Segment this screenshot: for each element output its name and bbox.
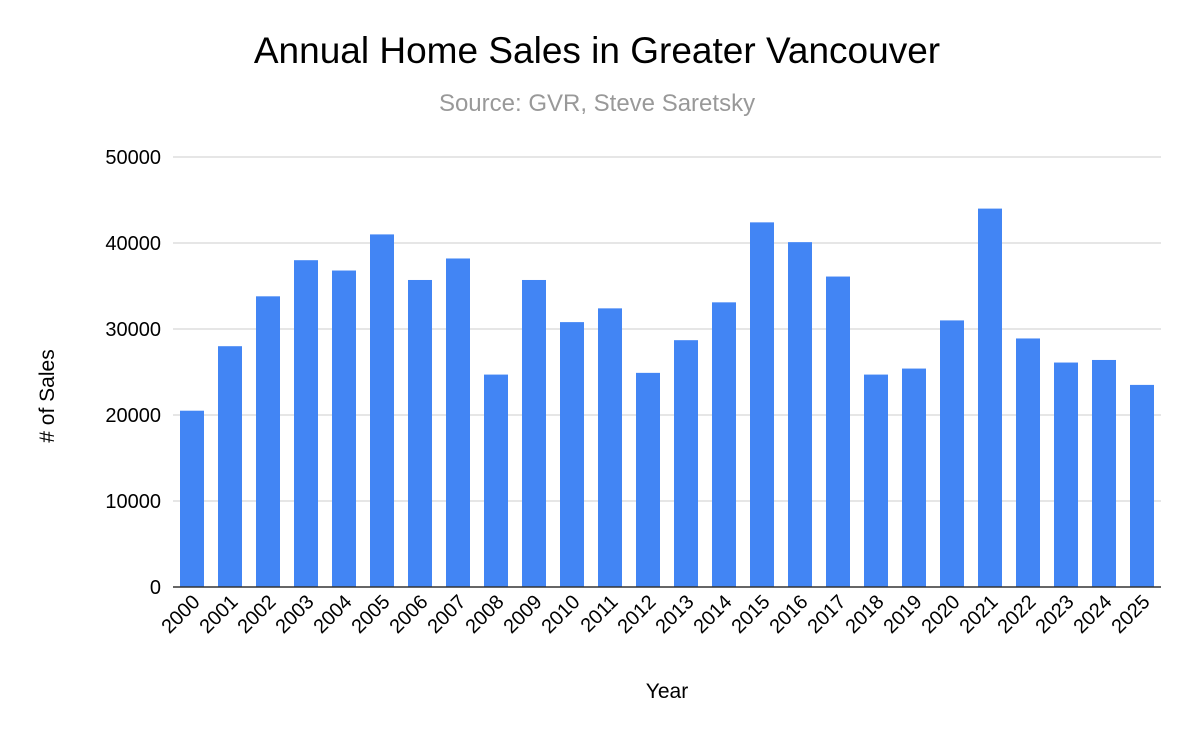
x-tick-label: 2003 <box>272 591 319 638</box>
x-tick-label: 2008 <box>462 591 509 638</box>
bar-2004 <box>332 270 356 587</box>
x-tick-label: 2022 <box>994 591 1041 638</box>
bar-2010 <box>560 322 584 587</box>
y-tick-label: 0 <box>150 577 161 599</box>
bar-2012 <box>636 372 660 587</box>
x-tick-label: 2006 <box>386 591 433 638</box>
x-axis-ticks: 2000200120022003200420052006200720082009… <box>158 591 1155 638</box>
y-tick-label: 20000 <box>105 405 161 427</box>
bar-2024 <box>1092 359 1116 587</box>
x-tick-label: 2020 <box>918 591 965 638</box>
bar-2022 <box>1016 338 1040 587</box>
x-tick-label: 2025 <box>1108 591 1155 638</box>
bar-2018 <box>864 374 888 587</box>
x-tick-label: 2009 <box>500 591 547 638</box>
bar-2016 <box>788 242 812 587</box>
x-tick-label: 2019 <box>880 591 927 638</box>
bar-2000 <box>180 410 204 587</box>
x-tick-label: 2018 <box>842 591 889 638</box>
x-tick-label: 2010 <box>538 591 585 638</box>
bar-2020 <box>940 320 964 587</box>
bar-2019 <box>902 368 926 587</box>
x-tick-label: 2011 <box>577 591 623 637</box>
bar-2002 <box>256 296 280 587</box>
x-tick-label: 2002 <box>234 591 281 638</box>
bar-2017 <box>826 276 850 587</box>
x-tick-label: 2000 <box>158 591 205 638</box>
bar-2014 <box>712 302 736 587</box>
bar-2011 <box>598 308 622 587</box>
gridlines <box>173 156 1161 502</box>
x-tick-label: 2001 <box>196 591 243 638</box>
bar-2008 <box>484 374 508 587</box>
y-axis-title: # of Sales <box>36 349 59 442</box>
x-tick-label: 2024 <box>1070 591 1117 638</box>
x-tick-label: 2016 <box>766 591 813 638</box>
x-tick-label: 2005 <box>348 591 395 638</box>
x-tick-label: 2023 <box>1032 591 1079 638</box>
y-tick-label: 50000 <box>105 147 161 169</box>
x-tick-label: 2015 <box>728 591 775 638</box>
y-tick-label: 40000 <box>105 233 161 255</box>
x-tick-label: 2004 <box>310 591 357 638</box>
y-tick-label: 30000 <box>105 319 161 341</box>
x-tick-label: 2012 <box>614 591 661 638</box>
y-axis-ticks: 0 10000 20000 30000 40000 50000 <box>105 147 161 599</box>
bar-2009 <box>522 279 546 587</box>
bar-2001 <box>218 346 242 587</box>
bar-2005 <box>370 234 394 587</box>
bar-2023 <box>1054 362 1078 587</box>
x-tick-label: 2007 <box>424 591 471 638</box>
bar-2015 <box>750 222 774 588</box>
bar-2013 <box>674 340 698 587</box>
bar-2025 <box>1130 384 1154 587</box>
x-tick-label: 2013 <box>652 591 699 638</box>
bars <box>180 208 1154 588</box>
x-tick-label: 2021 <box>956 591 1003 638</box>
bar-2007 <box>446 258 470 587</box>
bar-2006 <box>408 279 432 587</box>
y-tick-label: 10000 <box>105 491 161 513</box>
x-tick-label: 2017 <box>804 591 851 638</box>
x-tick-label: 2014 <box>690 591 737 638</box>
x-axis-title: Year <box>646 680 688 703</box>
bar-2021 <box>978 208 1002 587</box>
chart-title: Annual Home Sales in Greater Vancouver <box>253 30 941 71</box>
chart-subtitle: Source: GVR, Steve Saretsky <box>438 90 756 117</box>
bar-2003 <box>294 260 318 587</box>
